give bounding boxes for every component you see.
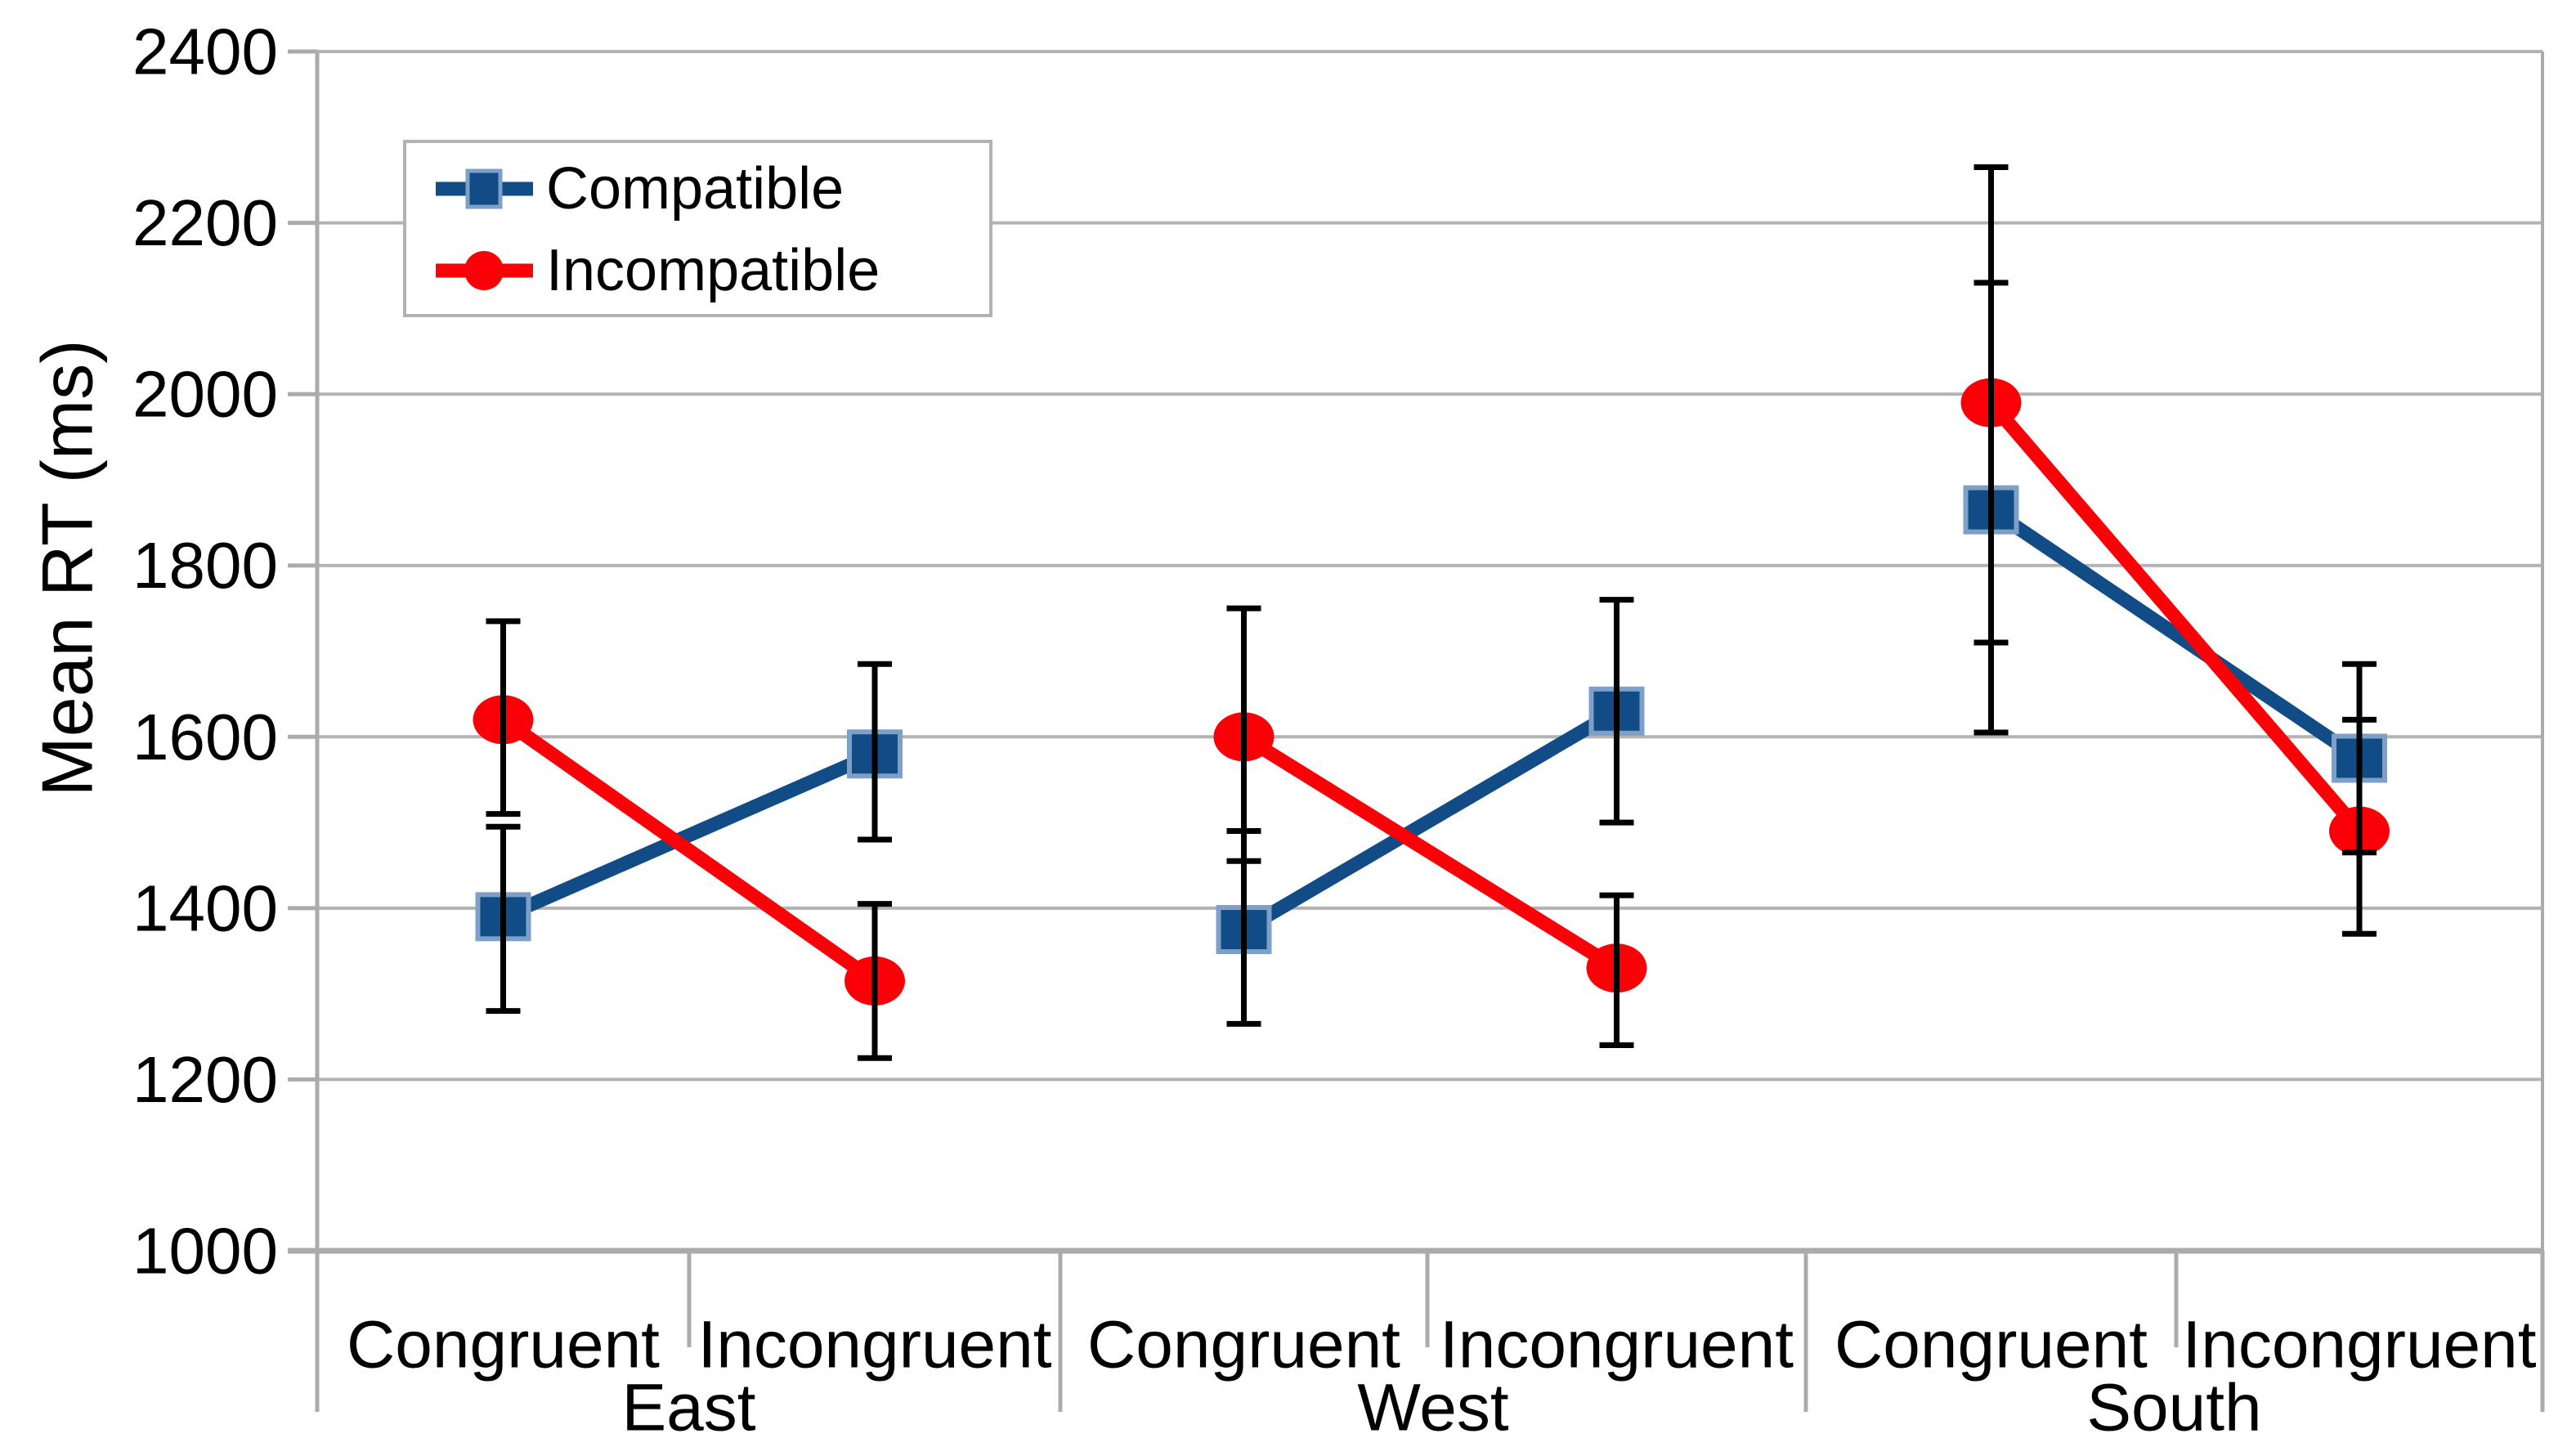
group-label: South	[2086, 1371, 2261, 1445]
series-line-incompatible-1	[1240, 731, 1620, 974]
series-line-compatible-0	[500, 747, 878, 924]
y-tick-label: 1800	[132, 529, 278, 602]
series-line-compatible-2	[1987, 504, 2363, 764]
y-axis-title: Mean RT (ms)	[27, 339, 108, 796]
group-label: West	[1357, 1371, 1509, 1445]
y-tick-label: 1400	[132, 871, 278, 944]
series-line-compatible-1	[1240, 705, 1620, 936]
y-tick-label: 1600	[132, 701, 278, 773]
y-tick-label: 2000	[132, 358, 278, 431]
y-tick-label: 2200	[132, 186, 278, 259]
legend-incompatible-circle-icon	[464, 251, 504, 290]
series-line-incompatible-0	[499, 714, 879, 987]
legend-label-compatible: Compatible	[546, 156, 844, 222]
legend-label-incompatible: Incompatible	[546, 238, 880, 303]
category-label: Incongruent	[1440, 1308, 1794, 1382]
category-label: Incongruent	[2182, 1308, 2536, 1382]
category-label: Congruent	[347, 1308, 660, 1382]
category-label: Congruent	[1087, 1308, 1400, 1382]
group-label: East	[621, 1371, 755, 1445]
y-tick-label: 1200	[132, 1043, 278, 1116]
category-label: Congruent	[1835, 1308, 2148, 1382]
legend-compatible-square-icon	[465, 168, 503, 209]
y-tick-label: 1000	[132, 1215, 278, 1288]
category-label: Incongruent	[697, 1308, 1051, 1382]
series-line-incompatible-2	[1986, 398, 2365, 836]
y-tick-label: 2400	[132, 16, 278, 88]
